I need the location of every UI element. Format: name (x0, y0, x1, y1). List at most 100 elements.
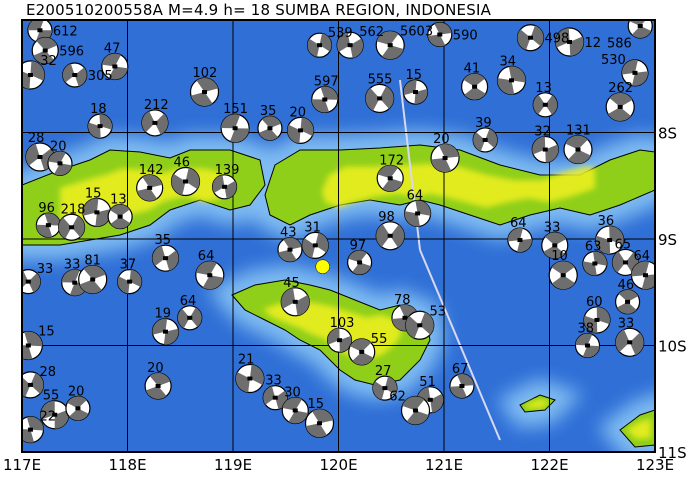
focal-mechanism[interactable] (348, 338, 376, 366)
focal-mechanism[interactable] (375, 30, 405, 60)
focal-mechanism[interactable] (17, 371, 45, 399)
focal-mechanism[interactable] (40, 400, 70, 430)
focal-mechanism[interactable] (460, 73, 489, 101)
compression-quadrant (569, 36, 584, 56)
focal-mechanism[interactable] (107, 204, 133, 230)
focal-mechanism[interactable] (548, 260, 578, 290)
axis-marker (427, 397, 433, 402)
focal-mechanism[interactable] (14, 330, 43, 361)
focal-mechanism[interactable] (563, 134, 593, 165)
axis-marker (292, 408, 298, 413)
focal-mechanism[interactable] (614, 289, 641, 315)
focal-mechanism[interactable] (532, 92, 558, 118)
focal-mechanism[interactable] (17, 416, 45, 444)
focal-mechanism[interactable] (82, 197, 112, 227)
focal-mechanism[interactable] (211, 174, 238, 200)
depth-label: 172 (379, 153, 404, 168)
focal-mechanism[interactable] (47, 150, 73, 176)
focal-mechanism[interactable] (87, 113, 113, 139)
focal-mechanism[interactable] (630, 260, 660, 290)
focal-mechanism[interactable] (31, 36, 59, 65)
depth-label: 47 (104, 42, 121, 57)
focal-mechanism[interactable] (220, 113, 250, 143)
focal-mechanism[interactable] (336, 31, 364, 59)
focal-mechanism[interactable] (595, 225, 625, 255)
focal-mechanism[interactable] (375, 221, 405, 251)
compression-quadrant (305, 423, 327, 438)
focal-mechanism[interactable] (472, 127, 498, 153)
focal-mechanism[interactable] (78, 264, 108, 295)
focal-mechanism[interactable] (304, 408, 335, 438)
focal-mechanism[interactable] (541, 231, 569, 259)
focal-mechanism[interactable] (306, 32, 333, 58)
focal-mechanism[interactable] (195, 260, 225, 290)
event-marker[interactable] (315, 259, 330, 274)
focal-mechanism[interactable] (347, 249, 373, 276)
focal-mechanism[interactable] (531, 135, 559, 164)
depth-label: 12 (585, 36, 602, 51)
focal-mechanism[interactable] (35, 212, 61, 238)
focal-mechanism[interactable] (57, 213, 86, 241)
focal-mechanism[interactable] (627, 14, 653, 39)
focal-mechanism[interactable] (372, 375, 398, 401)
focal-mechanism[interactable] (449, 373, 475, 399)
axis-marker (247, 376, 253, 381)
focal-mechanism[interactable] (326, 327, 353, 353)
focal-mechanism[interactable] (615, 327, 645, 357)
focal-mechanism[interactable] (430, 143, 460, 173)
focal-mechanism[interactable] (16, 269, 41, 295)
focal-mechanism[interactable] (144, 372, 172, 400)
focal-mechanism[interactable] (62, 62, 88, 88)
focal-mechanism[interactable] (427, 21, 453, 48)
focal-mechanism[interactable] (151, 318, 180, 346)
axis-marker (542, 147, 548, 152)
focal-mechanism[interactable] (262, 385, 288, 411)
focal-mechanism[interactable] (151, 244, 180, 272)
depth-label: 13 (110, 193, 127, 208)
depth-label: 78 (394, 293, 411, 308)
focal-mechanism[interactable] (301, 231, 329, 259)
focal-mechanism[interactable] (583, 306, 611, 334)
depth-label: 21 (238, 353, 255, 368)
focal-mechanism[interactable] (402, 79, 429, 105)
focal-mechanism[interactable] (554, 27, 585, 57)
focal-mechanism[interactable] (101, 52, 129, 81)
focal-mechanism[interactable] (16, 60, 46, 90)
focal-mechanism[interactable] (117, 269, 143, 295)
focal-mechanism[interactable] (286, 116, 315, 144)
focal-mechanism[interactable] (277, 237, 303, 263)
focal-mechanism[interactable] (281, 396, 309, 425)
focal-mechanism[interactable] (177, 305, 203, 331)
focal-mechanism[interactable] (376, 164, 404, 192)
focal-mechanism[interactable] (507, 227, 533, 253)
axis-marker (155, 383, 161, 388)
focal-mechanism[interactable] (311, 85, 339, 114)
focal-mechanism[interactable] (405, 310, 435, 340)
focal-mechanism[interactable] (257, 115, 283, 141)
focal-mechanism[interactable] (61, 269, 89, 297)
focal-mechanism[interactable] (621, 59, 649, 87)
focal-mechanism[interactable] (416, 386, 444, 414)
focal-mechanism[interactable] (170, 166, 201, 197)
depth-label: 28 (40, 365, 57, 380)
focal-mechanism[interactable] (235, 363, 265, 394)
depth-label: 64 (180, 294, 197, 309)
focal-mechanism[interactable] (496, 65, 527, 95)
compression-quadrant (54, 163, 72, 176)
focal-mechanism[interactable] (65, 395, 91, 421)
axis-marker (45, 223, 51, 228)
focal-mechanism[interactable] (280, 287, 310, 317)
focal-mechanism[interactable] (189, 77, 220, 107)
focal-mechanism[interactable] (136, 174, 164, 202)
focal-mechanism[interactable] (582, 250, 608, 277)
focal-mechanism[interactable] (516, 24, 545, 52)
focal-mechanism[interactable] (605, 92, 635, 122)
compression-quadrant (58, 217, 72, 239)
focal-mechanism[interactable] (25, 142, 55, 172)
focal-mechanism[interactable] (400, 395, 431, 426)
focal-mechanism[interactable] (404, 199, 432, 228)
focal-mechanism[interactable] (574, 332, 601, 359)
focal-mechanism[interactable] (365, 83, 395, 114)
focal-mechanism[interactable] (141, 109, 169, 137)
compression-quadrant (430, 393, 444, 413)
